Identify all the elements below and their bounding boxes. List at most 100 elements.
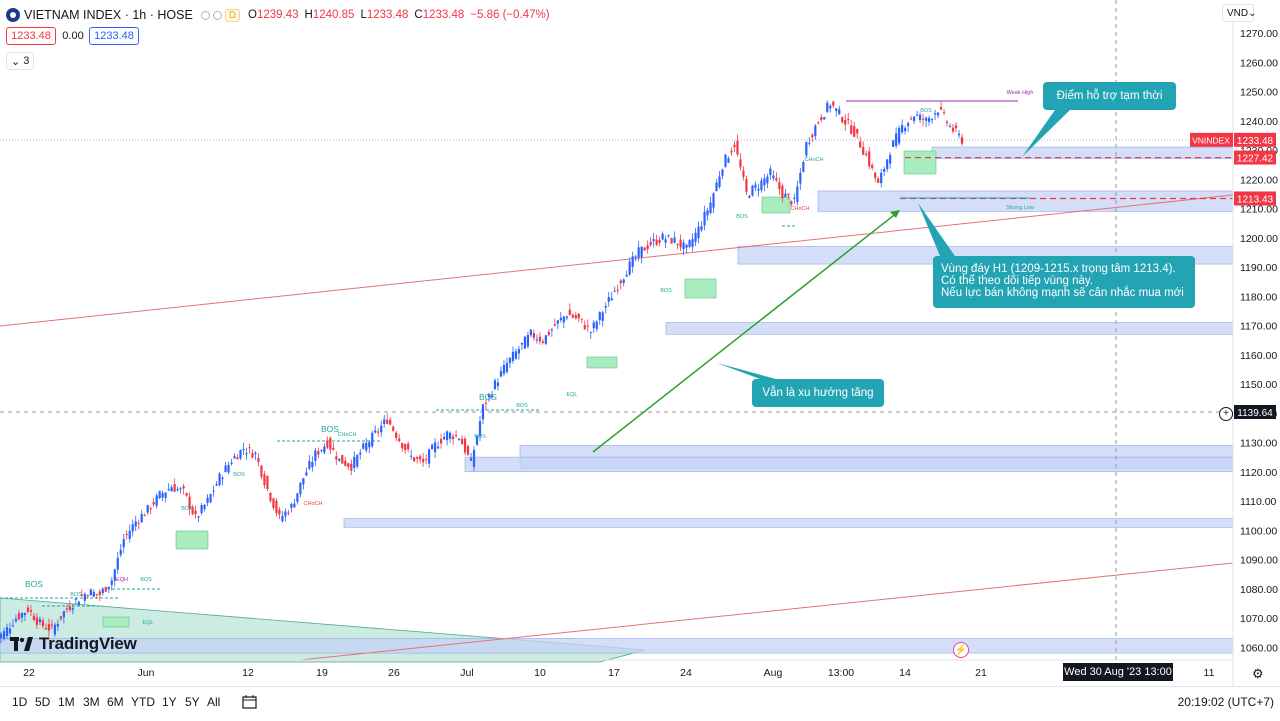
candle-body: [110, 580, 113, 585]
candle-body: [523, 336, 527, 349]
candle-body: [823, 117, 826, 120]
candle-body: [47, 624, 51, 631]
candle-body: [517, 349, 521, 354]
candle-body: [604, 305, 607, 308]
ohlc-close: C1233.48: [414, 9, 465, 21]
candle-body: [484, 402, 488, 404]
candle-body: [434, 442, 437, 453]
candle-body: [832, 101, 835, 106]
range-ytd-button[interactable]: YTD: [131, 695, 155, 709]
candle-body: [203, 504, 206, 510]
crosshair-add-icon[interactable]: +: [1219, 407, 1233, 421]
candle-body: [242, 449, 245, 451]
price-axis-tag: [1234, 150, 1276, 165]
x-tick-label: 19: [316, 667, 328, 679]
y-tick-label: 1260.00: [1240, 57, 1278, 69]
candle-body: [221, 477, 224, 480]
buy-price-button[interactable]: 1233.48: [89, 27, 139, 45]
candle-body: [170, 487, 173, 492]
symbol-price-tag: [1190, 132, 1233, 147]
candle-body: [125, 534, 128, 536]
structure-label: EQL: [566, 392, 577, 398]
structure-label: BOS: [70, 592, 82, 598]
clock[interactable]: 20:19:02 (UTC+7): [1177, 695, 1274, 709]
range-1y-button[interactable]: 1Y: [162, 695, 177, 709]
candle-body: [775, 178, 778, 181]
candle-body: [865, 153, 868, 156]
symbol-logo-icon: [6, 8, 20, 22]
x-tick-label: 14: [899, 667, 911, 679]
date-range-icon[interactable]: [242, 694, 258, 710]
ohlc-low: L1233.48: [360, 9, 409, 21]
range-5d-button[interactable]: 5D: [35, 695, 51, 709]
trend-callout[interactable]: Vẫn là xu hướng tăng: [752, 379, 884, 407]
settings-gear-icon[interactable]: ⚙: [1252, 666, 1264, 681]
structure-label: BOS: [474, 434, 486, 440]
indicators-toggle[interactable]: ⌄ 3: [6, 52, 35, 70]
candle-body: [924, 117, 928, 121]
range-5y-button[interactable]: 5Y: [185, 695, 200, 709]
candle-body: [721, 169, 724, 176]
lightning-icon[interactable]: ⚡: [953, 642, 969, 658]
range-1m-button[interactable]: 1M: [58, 695, 75, 709]
candle-body: [817, 122, 820, 124]
y-tick-label: 1200.00: [1240, 233, 1278, 245]
candle-body: [188, 496, 191, 510]
candle-body: [505, 362, 509, 372]
candle-body: [71, 608, 74, 610]
candle-body: [745, 178, 748, 192]
y-tick-label: 1060.00: [1240, 642, 1278, 654]
candle-body: [838, 109, 841, 115]
symbol-title[interactable]: VIETNAM INDEX · 1h · HOSE: [24, 8, 193, 22]
candle-body: [152, 501, 155, 505]
candle-body: [371, 432, 374, 447]
candle-body: [862, 146, 865, 155]
candle-body: [32, 615, 36, 621]
candle-body: [901, 124, 904, 133]
chevron-down-icon: ⌄: [11, 55, 21, 68]
candle-body: [706, 210, 709, 216]
x-tick-label: 13:00: [828, 667, 854, 679]
x-tick-label: 11: [1204, 667, 1215, 679]
tradingview-logo: TradingView: [10, 634, 137, 654]
candle-body: [898, 128, 901, 144]
candle-body: [829, 105, 832, 109]
candle-body: [664, 239, 667, 243]
range-1d-button[interactable]: 1D: [12, 695, 28, 709]
order-block-zone: [903, 150, 937, 175]
candle-body: [921, 118, 925, 120]
candle-body: [59, 616, 62, 619]
candles-layer: [0, 100, 964, 643]
candle-body: [38, 619, 42, 622]
candle-body: [676, 243, 679, 245]
candle-body: [841, 117, 844, 123]
candle-body: [460, 438, 464, 445]
currency-select[interactable]: VND ⌄: [1222, 4, 1257, 22]
zone-callout[interactable]: Vùng đáy H1 (1209-1215.x trọng tâm 1213.…: [933, 256, 1195, 308]
support-callout[interactable]: Điểm hỗ trợ tạm thời: [1043, 82, 1176, 110]
range-3m-button[interactable]: 3M: [83, 695, 100, 709]
range-all-button[interactable]: All: [207, 695, 221, 709]
candle-body: [86, 595, 89, 597]
x-tick-label: 17: [608, 667, 620, 679]
candle-body: [727, 158, 730, 163]
candle-body: [143, 515, 146, 517]
y-tick-label: 1240.00: [1240, 116, 1278, 128]
candle-body: [565, 316, 568, 319]
x-tick-label: Aug: [764, 667, 783, 679]
candle-body: [799, 172, 802, 184]
candle-body: [592, 322, 595, 329]
candle-body: [739, 159, 742, 168]
candle-body: [296, 493, 299, 502]
range-6m-button[interactable]: 6M: [107, 695, 124, 709]
structure-label: CHoCH: [805, 157, 824, 163]
candle-body: [844, 120, 847, 125]
sell-price-button[interactable]: 1233.48: [6, 27, 56, 45]
data-badge[interactable]: D: [224, 8, 241, 22]
candle-body: [889, 154, 892, 164]
candle-body: [68, 606, 71, 611]
candle-body: [248, 447, 251, 449]
y-tick-label: 1120.00: [1240, 467, 1277, 479]
